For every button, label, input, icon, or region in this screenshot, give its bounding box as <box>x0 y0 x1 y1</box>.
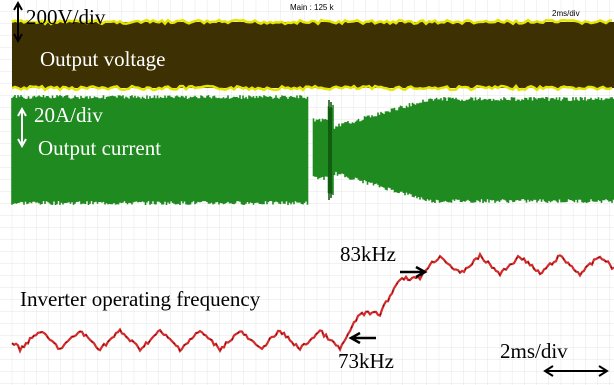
timebase: 2ms/div <box>500 339 568 363</box>
header-right: 2ms/div <box>552 9 580 18</box>
frequency-high: 83kHz <box>340 242 396 266</box>
frequency-label: Inverter operating frequency <box>20 287 261 311</box>
oscilloscope-screen: Main : 125 k 2ms/div 200V/div Output vol… <box>0 0 614 385</box>
header-center: Main : 125 k <box>290 3 335 12</box>
frequency-low: 73kHz <box>338 349 394 373</box>
current-scale: 20A/div <box>34 103 103 127</box>
voltage-label: Output voltage <box>40 47 165 71</box>
current-label: Output current <box>38 136 161 160</box>
voltage-scale: 200V/div <box>26 5 106 29</box>
